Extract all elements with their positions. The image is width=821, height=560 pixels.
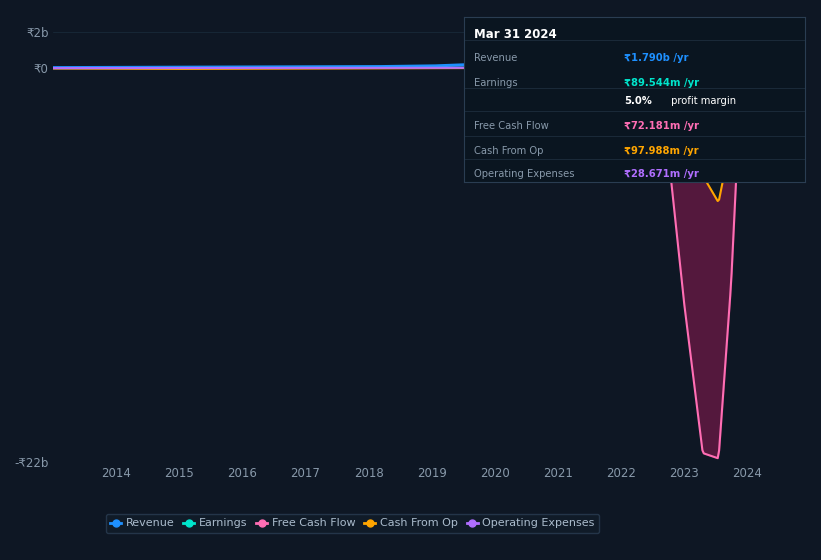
Text: profit margin: profit margin bbox=[668, 96, 736, 106]
Text: Earnings: Earnings bbox=[474, 78, 518, 88]
Text: ₹1.790b /yr: ₹1.790b /yr bbox=[624, 53, 689, 63]
Text: ₹28.671m /yr: ₹28.671m /yr bbox=[624, 169, 699, 179]
Text: Cash From Op: Cash From Op bbox=[474, 146, 544, 156]
Text: Free Cash Flow: Free Cash Flow bbox=[474, 121, 548, 131]
Text: Operating Expenses: Operating Expenses bbox=[474, 169, 575, 179]
Text: Mar 31 2024: Mar 31 2024 bbox=[474, 29, 557, 41]
Text: ₹72.181m /yr: ₹72.181m /yr bbox=[624, 121, 699, 131]
Text: 5.0%: 5.0% bbox=[624, 96, 652, 106]
Text: ₹97.988m /yr: ₹97.988m /yr bbox=[624, 146, 699, 156]
Text: ₹89.544m /yr: ₹89.544m /yr bbox=[624, 78, 699, 88]
Text: Revenue: Revenue bbox=[474, 53, 517, 63]
Legend: Revenue, Earnings, Free Cash Flow, Cash From Op, Operating Expenses: Revenue, Earnings, Free Cash Flow, Cash … bbox=[106, 514, 599, 533]
